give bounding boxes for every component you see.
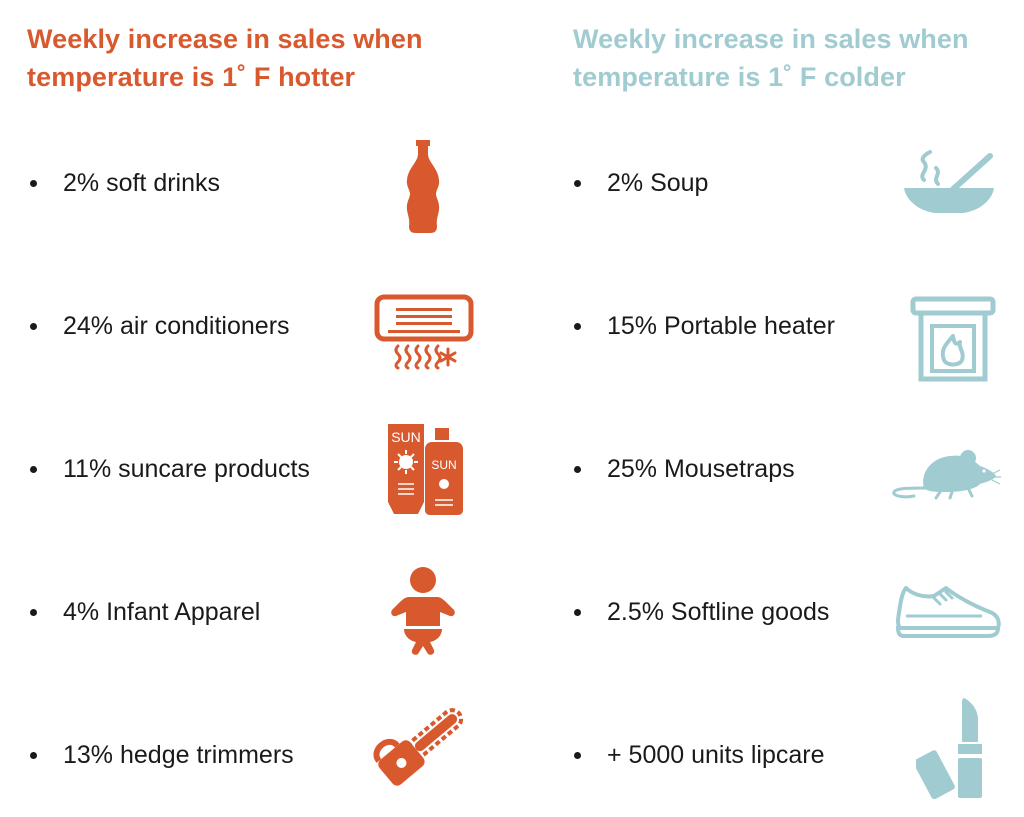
sunscreen-sun-label: SUN xyxy=(391,429,421,445)
cold-item-label: 25% Mousetraps xyxy=(607,454,795,483)
soup-bowl-icon xyxy=(902,150,996,216)
bullet xyxy=(30,751,37,759)
hot-list-item: 2% soft drinks xyxy=(30,163,220,203)
hot-list-item: 24% air conditioners xyxy=(30,306,290,346)
hot-list-item: 11% suncare products xyxy=(30,449,310,489)
bullet xyxy=(574,608,581,616)
cold-list-item: 2.5% Softline goods xyxy=(574,592,829,632)
colder-heading-line-1: Weekly increase in sales when xyxy=(573,24,969,54)
colder-heading-line-2: temperature is 1˚ F colder xyxy=(573,62,906,92)
mouse-icon xyxy=(890,444,1002,500)
lipstick-icon xyxy=(916,696,992,800)
colder-heading: Weekly increase in sales when temperatur… xyxy=(573,20,969,96)
fireplace-heater-icon xyxy=(910,296,996,382)
soda-bottle-icon xyxy=(402,140,444,234)
bullet xyxy=(574,751,581,759)
hotter-heading-line-2: temperature is 1˚ F hotter xyxy=(27,62,356,92)
cold-list-item: 2% Soup xyxy=(574,163,708,203)
sunscreen-icon: SUN SUN xyxy=(386,422,464,516)
hot-item-label: 13% hedge trimmers xyxy=(63,740,294,769)
cold-list-item: 25% Mousetraps xyxy=(574,449,795,489)
baby-icon xyxy=(388,566,458,656)
sneaker-icon xyxy=(894,582,1002,640)
hot-list-item: 13% hedge trimmers xyxy=(30,735,294,775)
hot-item-label: 2% soft drinks xyxy=(63,168,221,197)
hot-item-label: 4% Infant Apparel xyxy=(63,597,261,626)
hotter-heading-line-1: Weekly increase in sales when xyxy=(27,24,423,54)
bullet xyxy=(30,179,37,187)
cold-item-label: 2.5% Softline goods xyxy=(607,597,830,626)
cold-list-item: 15% Portable heater xyxy=(574,306,835,346)
cold-item-label: 15% Portable heater xyxy=(607,311,835,340)
bullet xyxy=(574,465,581,473)
bullet xyxy=(30,465,37,473)
cold-item-label: + 5000 units lipcare xyxy=(607,740,825,769)
bullet xyxy=(574,179,581,187)
cold-list-item: + 5000 units lipcare xyxy=(574,735,825,775)
bullet xyxy=(30,322,37,330)
cold-item-label: 2% Soup xyxy=(607,168,709,197)
hot-list-item: 4% Infant Apparel xyxy=(30,592,260,632)
hot-item-label: 24% air conditioners xyxy=(63,311,290,340)
hotter-heading: Weekly increase in sales when temperatur… xyxy=(27,20,423,96)
chainsaw-icon xyxy=(370,700,474,794)
bullet xyxy=(574,322,581,330)
lotion-sun-label: SUN xyxy=(431,458,456,472)
air-conditioner-icon xyxy=(374,294,474,370)
bullet xyxy=(30,608,37,616)
hot-item-label: 11% suncare products xyxy=(63,454,310,483)
